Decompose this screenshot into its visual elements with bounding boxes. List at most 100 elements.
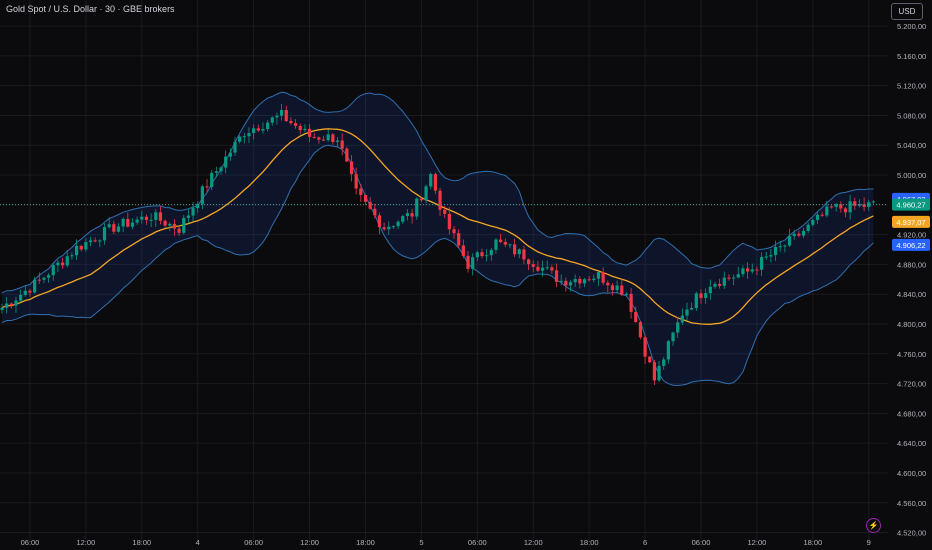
candle-body [340, 140, 344, 149]
candle [676, 316, 680, 338]
candle [662, 357, 666, 370]
candle [485, 249, 489, 262]
candle [70, 252, 74, 260]
candle-body [843, 208, 848, 213]
candle [298, 123, 302, 135]
candle [480, 248, 484, 259]
candle-body [321, 139, 326, 141]
candle-body [773, 246, 778, 256]
bollinger-band-fill [2, 92, 874, 386]
currency-button[interactable]: USD [891, 3, 923, 20]
candle [9, 302, 13, 309]
candle [42, 276, 46, 284]
y-tick-label: 4.880,00 [897, 260, 926, 269]
candle [177, 225, 181, 236]
candle [825, 201, 829, 218]
candle [624, 292, 629, 296]
x-tick-label: 06:00 [692, 538, 711, 547]
candle [424, 184, 428, 204]
candle [433, 172, 437, 195]
candle [867, 199, 871, 211]
candle [508, 243, 512, 249]
candle [144, 214, 149, 225]
candle [219, 165, 223, 175]
candle-body [396, 221, 400, 227]
candle-body [559, 280, 563, 282]
candle-body [718, 283, 722, 286]
candle-body [51, 265, 55, 276]
candle-body [182, 217, 186, 233]
price-label: 4.960,27 [892, 198, 930, 211]
candle-body [98, 240, 102, 242]
candle-body [624, 293, 629, 295]
candle-body [84, 242, 88, 250]
candle-body [405, 213, 410, 217]
candle [471, 253, 475, 276]
candle-body [219, 167, 223, 172]
candle [843, 207, 848, 218]
candle [853, 197, 857, 210]
candle-body [797, 233, 801, 236]
candle [461, 239, 465, 259]
candle [74, 239, 79, 260]
candle-body [503, 241, 507, 245]
candle [806, 222, 810, 233]
x-tick-label: 18:00 [803, 538, 822, 547]
candle-body [252, 128, 256, 134]
candle-body [582, 279, 587, 284]
candle [130, 218, 135, 230]
time-axis: 06:00 12:00 18:00 4 06:00 12:00 18:00 5 06:00 12:… [21, 538, 871, 547]
candle [769, 248, 773, 263]
y-tick-label: 4.600,00 [897, 469, 926, 478]
x-tick-label: 18:00 [580, 538, 599, 547]
candle [503, 238, 507, 248]
candle [186, 208, 190, 223]
candle [312, 132, 316, 139]
candle-body [130, 222, 135, 227]
candle-body [792, 233, 796, 237]
candle [56, 259, 60, 272]
x-tick-label: 12:00 [748, 538, 767, 547]
candle [84, 238, 88, 252]
candle-body [750, 269, 754, 272]
candle-body [401, 216, 405, 222]
candle-body [331, 134, 335, 142]
candle-body [471, 257, 475, 269]
candle-body [116, 226, 121, 232]
candle-body [699, 293, 703, 298]
candle-body [177, 228, 181, 233]
candle [354, 167, 358, 195]
candle-body [293, 123, 298, 126]
candle [559, 274, 563, 286]
candle-body [531, 264, 535, 267]
lightning-icon[interactable]: ⚡ [866, 518, 881, 533]
candle-body [9, 303, 13, 306]
candle [247, 127, 251, 144]
x-tick-label: 12:00 [300, 538, 319, 547]
candle [140, 211, 144, 224]
candle [326, 129, 330, 142]
candle-body [466, 255, 470, 269]
candle [685, 302, 689, 321]
candle-body [154, 212, 158, 220]
candle [149, 213, 153, 228]
candle-body [172, 223, 177, 229]
candle-body [191, 208, 195, 216]
candle-body [862, 204, 866, 207]
candle [578, 275, 582, 289]
candle [126, 212, 130, 228]
candle [303, 124, 307, 133]
candle [718, 278, 722, 289]
candle-body [424, 186, 428, 201]
candle [797, 230, 801, 238]
candle [629, 288, 633, 319]
candle [345, 146, 349, 163]
candle-body [238, 136, 242, 142]
y-tick-label: 5.000,00 [897, 171, 926, 180]
price-label-text: 4.906,22 [896, 241, 925, 250]
candle-body [335, 140, 340, 142]
candle [680, 308, 684, 326]
candle [708, 279, 712, 300]
bollinger-upper-band [1, 91, 874, 294]
